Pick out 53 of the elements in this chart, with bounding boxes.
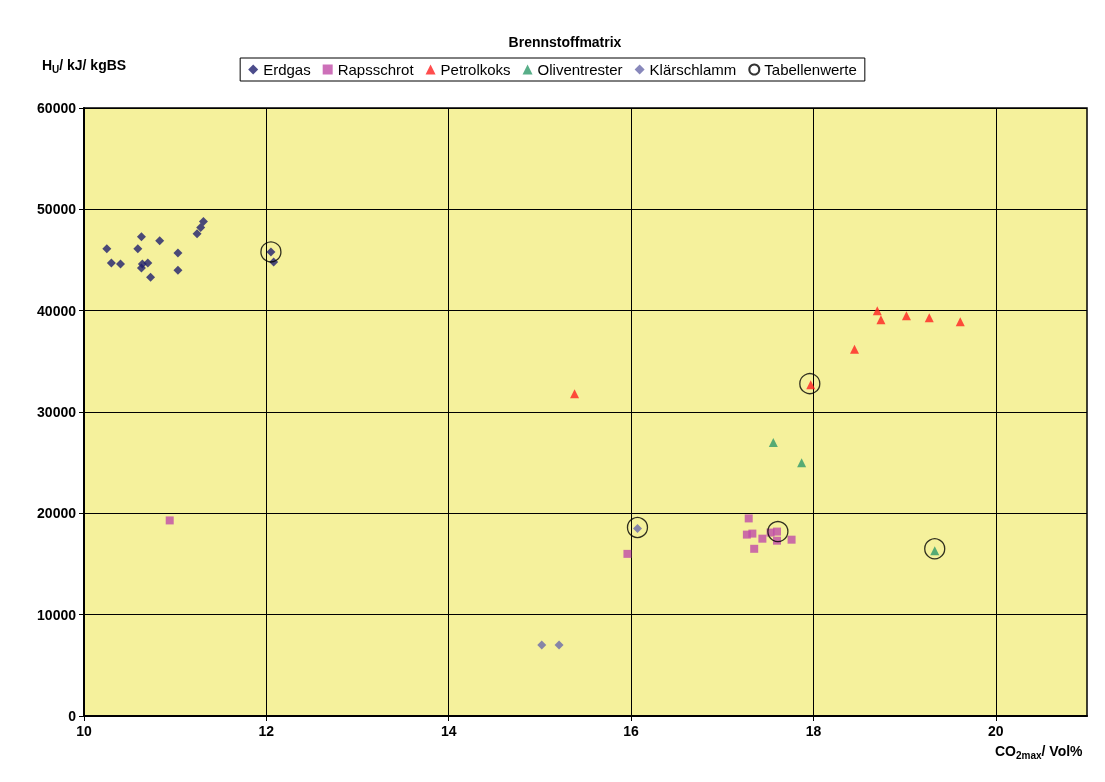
x-tick-label: 20 (988, 723, 1004, 739)
point (901, 311, 911, 321)
point (750, 544, 759, 553)
point (155, 236, 165, 246)
y-tick-label: 30000 (37, 404, 77, 420)
point (192, 229, 202, 239)
point (924, 538, 946, 560)
y-tick-label: 60000 (37, 100, 77, 116)
point (173, 265, 183, 275)
point (744, 514, 753, 523)
y-tick-label: 50000 (37, 201, 77, 218)
legend-label: Tabellenwerte (764, 61, 857, 78)
point (748, 529, 757, 538)
legend-label: Oliventrester (537, 61, 623, 78)
point (136, 232, 146, 242)
point (626, 516, 649, 539)
point (797, 458, 807, 468)
point (767, 520, 789, 543)
y-tick-label: 20000 (37, 505, 77, 522)
point (260, 241, 282, 263)
point (554, 640, 564, 650)
point (146, 272, 156, 282)
point (106, 258, 116, 268)
point (198, 216, 208, 226)
point (787, 535, 796, 544)
point (537, 640, 547, 650)
chart-title: Brennstoffmatrix (508, 34, 622, 50)
point (799, 372, 821, 395)
legend-label: Erdgas (263, 61, 311, 78)
point (849, 344, 859, 354)
y-tick-label: 40000 (37, 302, 77, 319)
y-tick-label: 0 (68, 708, 77, 724)
x-tick-label: 10 (76, 723, 92, 739)
point (196, 223, 206, 233)
legend-label: Petrolkoks (440, 61, 511, 78)
point (570, 389, 580, 399)
point (768, 437, 778, 447)
x-tick-label: 12 (258, 723, 275, 739)
point (758, 534, 767, 543)
point (133, 244, 143, 254)
x-tick-label: 14 (440, 723, 457, 739)
legend-label: Klärschlamm (649, 61, 737, 78)
y-tick-label: 10000 (37, 606, 77, 623)
x-tick-label: 18 (805, 723, 822, 739)
point (876, 315, 886, 325)
x-tick-label: 16 (623, 723, 640, 739)
point (165, 516, 174, 525)
point (136, 263, 146, 273)
legend-label: Rapsschrot (337, 61, 415, 78)
point (102, 244, 112, 254)
point (115, 259, 125, 269)
point (173, 248, 183, 258)
point (623, 549, 632, 558)
